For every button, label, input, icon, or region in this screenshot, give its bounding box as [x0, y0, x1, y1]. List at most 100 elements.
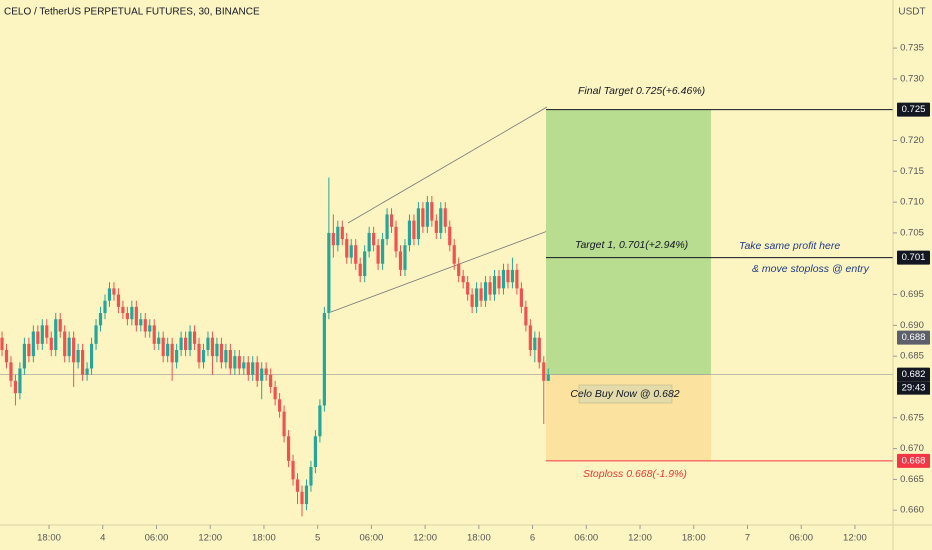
channel-upper	[347, 106, 548, 224]
candle-body	[49, 337, 53, 350]
candle-body	[349, 245, 353, 258]
candle-body	[201, 350, 206, 363]
candle-body	[394, 226, 398, 252]
candle-body	[251, 362, 255, 375]
candle-body	[483, 282, 488, 301]
x-tick-label: 7	[745, 533, 750, 544]
candle-body	[295, 479, 300, 492]
candle-body	[197, 343, 201, 363]
candle-body	[372, 232, 376, 246]
candle-body	[313, 436, 318, 468]
candle-body	[358, 263, 362, 277]
candle-body	[219, 343, 224, 363]
candle-body	[269, 374, 273, 387]
candle-body	[515, 269, 519, 289]
candle-body	[461, 276, 465, 283]
candle-body	[13, 380, 18, 394]
candle-body	[215, 343, 219, 357]
candle-body	[291, 460, 295, 480]
y-tick-label: 0.675	[900, 412, 924, 423]
candle-body	[430, 202, 434, 221]
candle-body	[107, 288, 112, 301]
candle-body	[367, 232, 371, 252]
candle-body	[98, 313, 103, 326]
price-badge-label: 0.725	[902, 104, 926, 115]
candle-body	[416, 208, 421, 240]
x-tick-label: 12:00	[843, 533, 867, 544]
candle-body	[519, 288, 523, 307]
candle-body	[327, 232, 331, 314]
candle-body	[318, 405, 322, 437]
candle-body	[340, 226, 344, 240]
candle-body	[286, 436, 291, 461]
x-tick-label: 12:00	[628, 533, 652, 544]
candle-body	[345, 239, 349, 258]
candle-body	[85, 368, 89, 375]
candle-body	[497, 276, 501, 289]
candle-body	[533, 337, 537, 350]
y-axis-label: USDT	[898, 7, 925, 18]
candle-body	[510, 269, 515, 283]
candle-body	[434, 220, 438, 233]
annotation: Target 1, 0.701(+2.94%)	[575, 239, 688, 251]
candle-body	[72, 337, 76, 363]
candle-body	[139, 319, 143, 326]
price-badge-label: 0.688	[902, 332, 926, 343]
candle-body	[0, 337, 4, 350]
candle-body	[130, 306, 134, 320]
candle-body	[336, 226, 340, 246]
candle-body	[466, 282, 470, 295]
chart-title: CELO / TetherUS PERPETUAL FUTURES, 30, B…	[4, 7, 260, 18]
candle-body	[255, 362, 259, 381]
annotation: Celo Buy Now @ 0.682	[570, 388, 679, 400]
candle-body	[148, 325, 152, 332]
candle-body	[166, 343, 170, 357]
candle-body	[501, 269, 506, 289]
candle-body	[63, 331, 67, 357]
candle-body	[89, 343, 94, 369]
candle-body	[22, 343, 27, 369]
candle-body	[152, 325, 156, 344]
x-tick-label: 06:00	[360, 533, 384, 544]
y-tick-label: 0.705	[900, 227, 924, 238]
candle-body	[18, 368, 22, 394]
candle-body	[300, 491, 304, 505]
candle-body	[537, 337, 541, 363]
x-tick-label: 18:00	[252, 533, 276, 544]
candle-body	[492, 276, 497, 295]
entry-label-box	[578, 384, 673, 404]
candle-body	[54, 319, 58, 350]
candle-body	[389, 214, 394, 227]
candle-body	[40, 325, 44, 344]
candle-body	[479, 288, 483, 301]
candle-body	[354, 245, 358, 264]
price-badge-label: 0.668	[902, 455, 926, 466]
candle-body	[31, 331, 35, 357]
price-badge-label: 0.682	[902, 369, 926, 380]
candle-body	[452, 245, 456, 264]
candle-body	[457, 263, 461, 277]
x-tick-label: 6	[530, 533, 535, 544]
candle-body	[179, 337, 183, 350]
price-badge	[897, 453, 930, 468]
candle-body	[134, 306, 138, 326]
candle-body	[94, 325, 98, 344]
candle-body	[398, 251, 403, 270]
candle-body	[331, 232, 335, 246]
candle-body	[170, 343, 174, 363]
x-tick-label: 06:00	[574, 533, 598, 544]
candle-body	[183, 337, 188, 350]
candle-body	[112, 288, 116, 295]
countdown: 29:43	[902, 383, 926, 394]
x-tick-label: 12:00	[413, 533, 437, 544]
price-badge	[897, 250, 930, 265]
candle-body	[448, 226, 452, 246]
candle-body	[210, 337, 215, 357]
y-tick-label: 0.730	[900, 73, 924, 84]
x-tick-label: 12:00	[198, 533, 222, 544]
candle-body	[192, 331, 197, 344]
candle-body	[228, 350, 232, 369]
